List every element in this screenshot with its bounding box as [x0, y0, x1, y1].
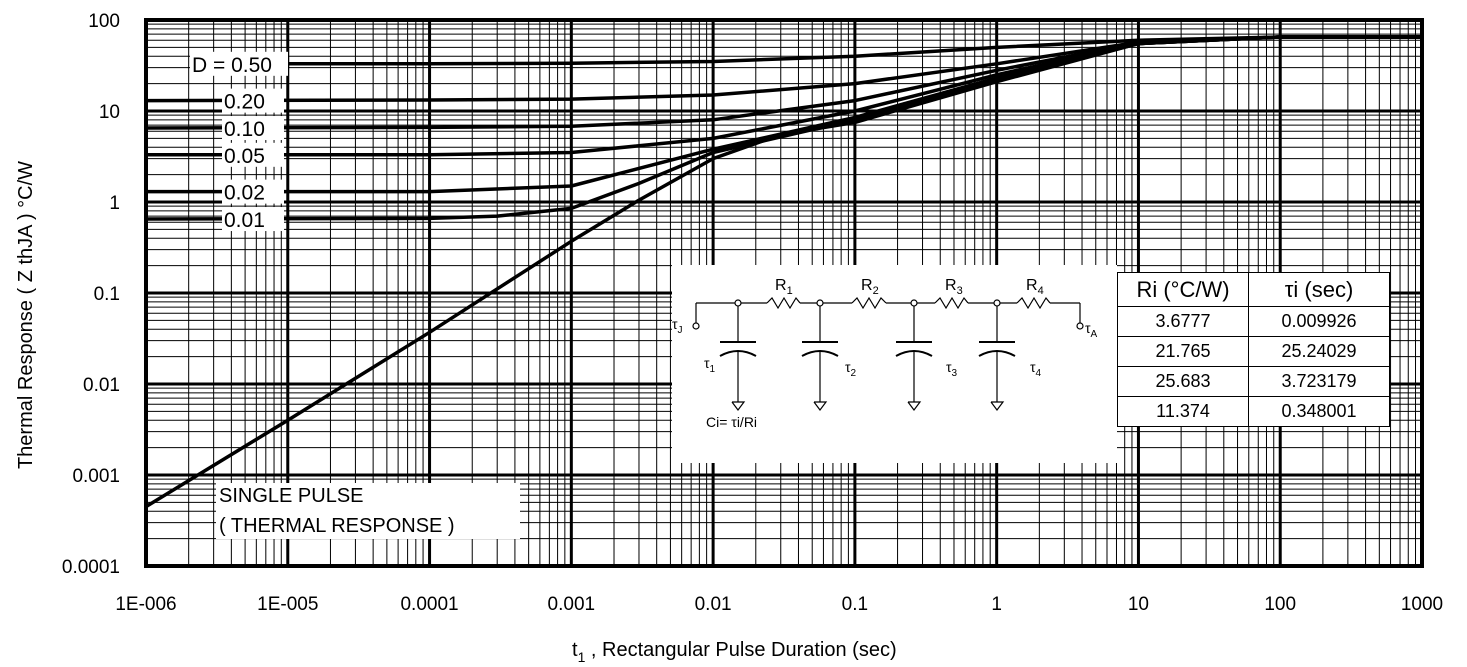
label-r1: R1: [775, 277, 793, 297]
ri-cell: 21.765: [1117, 336, 1249, 367]
single-pulse-label-2: ( THERMAL RESPONSE ): [219, 515, 455, 537]
node-3: [910, 299, 918, 307]
curve-label-bg: [222, 88, 284, 113]
curve-label-bg: [190, 51, 288, 76]
x-tick-label: 0.001: [548, 594, 596, 615]
node-1: [734, 299, 742, 307]
label-r3: R3: [945, 277, 963, 297]
label-tau-4: τ4: [1030, 359, 1042, 379]
single-pulse-label-1: SINGLE PULSE: [219, 485, 364, 507]
tau-cell: 25.24029: [1248, 336, 1390, 367]
resistor-r4: [1016, 296, 1051, 310]
curve-labels: D = 0.50 0.20 0.10 0.05 0.02 0.01: [190, 51, 288, 232]
curve-label-d-0-50: D = 0.50: [192, 54, 272, 77]
single-pulse-label-bg: [216, 483, 520, 539]
resistor-r2: [851, 296, 887, 310]
label-tau-3: τ3: [946, 359, 958, 379]
capacitor-1: [719, 303, 757, 411]
resistor-r1: [766, 296, 801, 310]
node-2: [816, 299, 824, 307]
curve-label-bg: [222, 142, 284, 167]
tau-cell: 3.723179: [1248, 366, 1390, 397]
x-tick-label: 1000: [1401, 594, 1443, 615]
y-tick-label: 0.01: [83, 375, 120, 396]
label-r2: R2: [861, 277, 879, 297]
plot-frame: [144, 18, 1424, 568]
curve-label-0-20: 0.20: [224, 91, 265, 114]
rc-circuit-diagram: R1 R2 R3 R4 τJ τA τ1 τ2 τ3 τ4 Ci= τi/Ri: [672, 265, 1117, 463]
tau-cell: 0.009926: [1248, 306, 1390, 337]
y-tick-label: 0.001: [72, 466, 120, 487]
curve-label-0-05: 0.05: [224, 145, 265, 168]
curve-label-bg: [222, 207, 284, 232]
ri-cell: 25.683: [1117, 366, 1249, 397]
series-line-0-20: [145, 35, 1422, 103]
curve-label-0-10: 0.10: [224, 118, 265, 141]
label-tau-2: τ2: [845, 359, 857, 379]
x-axis-label: t1 , Rectangular Pulse Duration (sec): [572, 639, 897, 665]
x-tick-label: 100: [1264, 594, 1296, 615]
curve-label-0-01: 0.01: [224, 209, 265, 232]
x-tick-label: 0.0001: [400, 594, 458, 615]
resistor-r3: [934, 296, 969, 310]
tick-labels: 1E-006 1E-005 0.0001 0.001 0.01 0.1 1 10 100 1000…: [62, 11, 1443, 615]
node-tau-a: [1076, 322, 1084, 330]
node-tau-j: [692, 322, 700, 330]
label-tau-1: τ1: [704, 355, 716, 375]
series-line-d-0-50: [231, 35, 1422, 66]
header-ri: Ri (°C/W): [1117, 272, 1249, 307]
ri-cell: 11.374: [1117, 396, 1249, 427]
ri-cell: 3.6777: [1117, 306, 1249, 337]
label-tau-a: τA: [1085, 320, 1098, 340]
x-tick-label: 1E-005: [257, 594, 318, 615]
node-4: [993, 299, 1001, 307]
label-ci-formula: Ci= τi/Ri: [706, 414, 757, 430]
y-tick-label: 100: [88, 11, 120, 32]
label-tau-j: τJ: [672, 316, 683, 336]
y-tick-label: 0.0001: [62, 557, 120, 578]
header-tau: τi (sec): [1248, 272, 1390, 307]
x-tick-label: 0.1: [842, 594, 868, 615]
curves: [145, 35, 1422, 509]
x-tick-label: 10: [1128, 594, 1149, 615]
series-line-0-10: [145, 35, 1422, 130]
x-tick-label: 1E-006: [115, 594, 176, 615]
x-tick-label: 1: [991, 594, 1002, 615]
series-line-single-pulse: [145, 35, 1422, 509]
table-row: 11.374 0.348001: [1117, 396, 1390, 427]
capacitor-2: [801, 303, 839, 411]
y-tick-label: 1: [109, 193, 120, 214]
capacitor-3: [895, 303, 933, 411]
curve-label-bg: [222, 179, 284, 204]
y-tick-label: 0.1: [94, 284, 120, 305]
curve-label-bg: [222, 116, 284, 141]
y-tick-label: 10: [99, 102, 120, 123]
circuit-background: [672, 265, 1117, 463]
capacitor-4: [978, 303, 1016, 411]
y-axis-label: Thermal Response ( Z thJA ) °C/W: [15, 161, 37, 469]
table-row: 21.765 25.24029: [1117, 336, 1390, 367]
label-r4: R4: [1026, 277, 1044, 297]
table-row: 3.6777 0.009926: [1117, 306, 1390, 337]
x-tick-label: 0.01: [695, 594, 732, 615]
curve-label-0-02: 0.02: [224, 182, 265, 205]
tau-cell: 0.348001: [1248, 396, 1390, 427]
table-row: 25.683 3.723179: [1117, 366, 1390, 397]
thermal-parameter-table: Ri (°C/W) τi (sec) 3.6777 0.009926 21.76…: [1117, 272, 1390, 427]
table-header-row: Ri (°C/W) τi (sec): [1117, 272, 1390, 307]
